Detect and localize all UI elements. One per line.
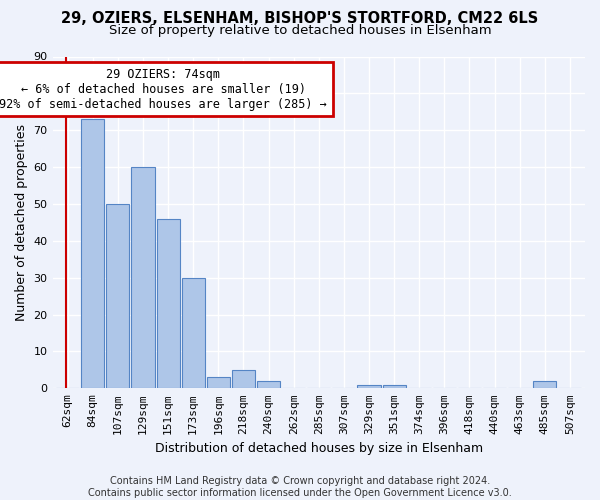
Bar bbox=[81, 119, 104, 388]
Text: 29 OZIERS: 74sqm
← 6% of detached houses are smaller (19)
92% of semi-detached h: 29 OZIERS: 74sqm ← 6% of detached houses… bbox=[0, 68, 327, 110]
Bar bbox=[383, 384, 406, 388]
Bar bbox=[131, 167, 155, 388]
X-axis label: Distribution of detached houses by size in Elsenham: Distribution of detached houses by size … bbox=[155, 442, 483, 455]
Bar bbox=[106, 204, 130, 388]
Bar bbox=[182, 278, 205, 388]
Y-axis label: Number of detached properties: Number of detached properties bbox=[15, 124, 28, 321]
Bar bbox=[157, 218, 179, 388]
Bar bbox=[358, 384, 380, 388]
Text: Size of property relative to detached houses in Elsenham: Size of property relative to detached ho… bbox=[109, 24, 491, 37]
Bar bbox=[232, 370, 255, 388]
Bar bbox=[533, 381, 556, 388]
Bar bbox=[257, 381, 280, 388]
Text: Contains HM Land Registry data © Crown copyright and database right 2024.
Contai: Contains HM Land Registry data © Crown c… bbox=[88, 476, 512, 498]
Bar bbox=[207, 377, 230, 388]
Text: 29, OZIERS, ELSENHAM, BISHOP'S STORTFORD, CM22 6LS: 29, OZIERS, ELSENHAM, BISHOP'S STORTFORD… bbox=[61, 11, 539, 26]
